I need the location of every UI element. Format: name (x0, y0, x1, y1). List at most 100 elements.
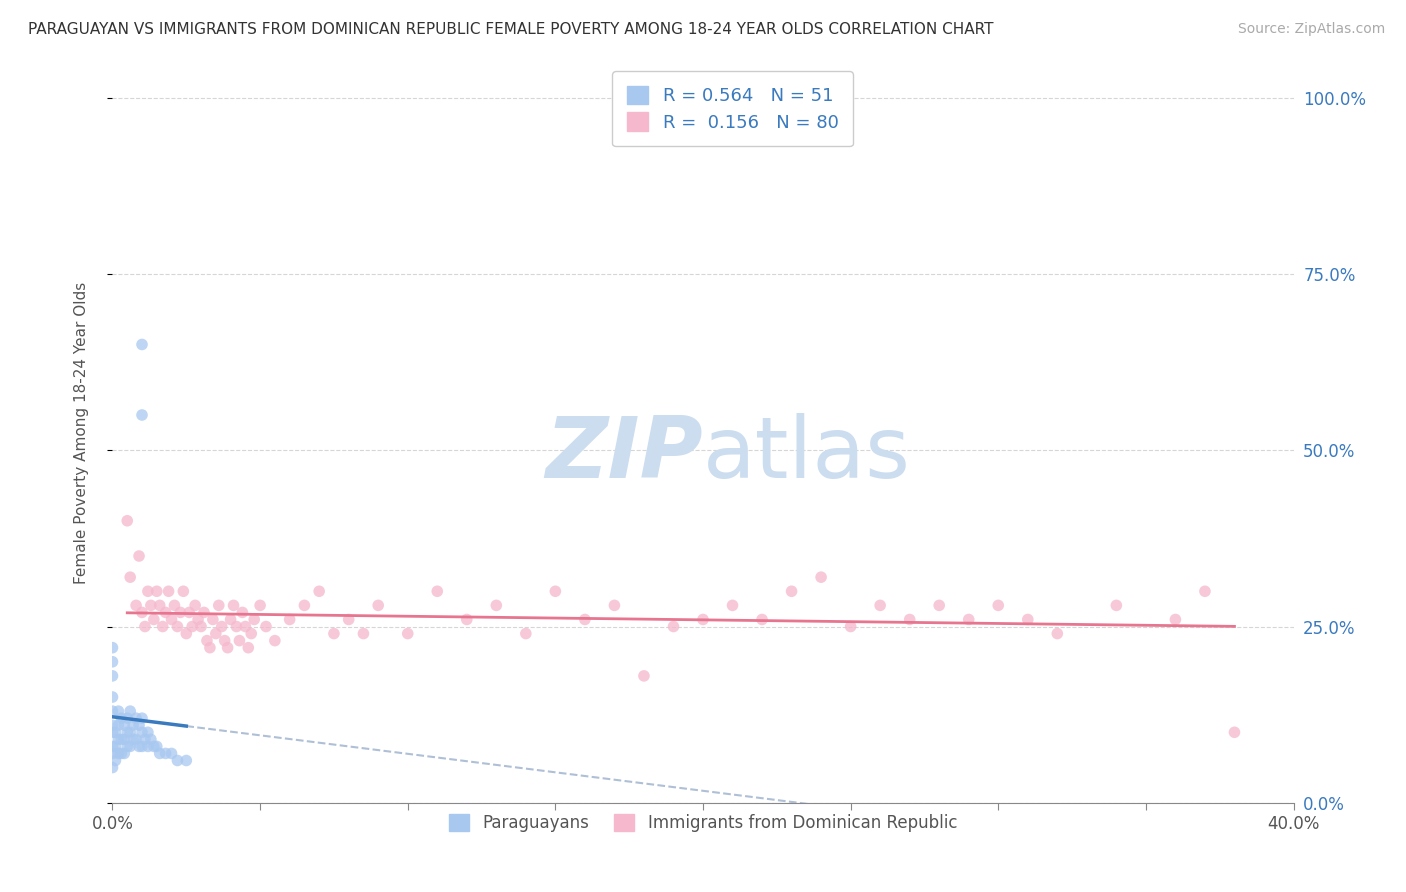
Point (225, 619, 247, 633)
Point (149, 599, 172, 613)
Point (426, 584, 449, 599)
Point (107, 747, 129, 761)
Point (131, 739, 153, 754)
Point (125, 732, 148, 747)
Point (122, 732, 145, 747)
Point (128, 739, 150, 754)
Point (136, 739, 159, 754)
Legend: Paraguayans, Immigrants from Dominican Republic: Paraguayans, Immigrants from Dominican R… (443, 807, 963, 838)
Point (184, 599, 207, 613)
Point (157, 584, 180, 599)
Point (131, 711, 153, 725)
Point (323, 626, 346, 640)
Point (205, 626, 228, 640)
Point (181, 619, 204, 633)
Point (101, 669, 124, 683)
Point (101, 640, 124, 655)
Point (219, 612, 242, 626)
Point (201, 612, 224, 626)
Point (195, 633, 218, 648)
Point (139, 599, 162, 613)
Point (101, 690, 124, 704)
Point (337, 612, 360, 626)
Point (146, 584, 169, 599)
Point (101, 739, 124, 754)
Point (122, 718, 145, 732)
Point (839, 619, 862, 633)
Point (110, 732, 132, 747)
Point (222, 599, 245, 613)
Point (187, 612, 209, 626)
Point (214, 633, 236, 648)
Point (174, 626, 197, 640)
Point (120, 725, 142, 739)
Point (751, 612, 773, 626)
Point (131, 725, 153, 739)
Point (117, 711, 138, 725)
Point (134, 732, 156, 747)
Point (107, 732, 129, 747)
Point (107, 718, 129, 732)
Point (1223, 725, 1246, 739)
Point (134, 619, 156, 633)
Point (136, 725, 159, 739)
Point (987, 599, 1010, 613)
Point (149, 747, 172, 761)
Point (928, 599, 950, 613)
Point (254, 619, 277, 633)
Point (152, 619, 174, 633)
Point (174, 754, 197, 768)
Point (308, 584, 330, 599)
Point (574, 612, 596, 626)
Text: PARAGUAYAN VS IMMIGRANTS FROM DOMINICAN REPUBLIC FEMALE POVERTY AMONG 18-24 YEAR: PARAGUAYAN VS IMMIGRANTS FROM DOMINICAN … (28, 22, 994, 37)
Point (1017, 612, 1039, 626)
Point (131, 408, 153, 422)
Point (139, 732, 162, 747)
Point (117, 725, 138, 739)
Point (633, 669, 655, 683)
Point (169, 606, 191, 620)
Point (101, 725, 124, 739)
Point (110, 747, 132, 761)
Point (120, 739, 142, 754)
Point (957, 612, 980, 626)
Point (352, 626, 374, 640)
Y-axis label: Female Poverty Among 18-24 Year Olds: Female Poverty Among 18-24 Year Olds (75, 282, 89, 583)
Point (117, 514, 138, 528)
Point (128, 549, 150, 563)
Point (136, 584, 159, 599)
Point (780, 584, 803, 599)
Text: ZIP: ZIP (546, 413, 703, 496)
Point (721, 599, 744, 613)
Point (104, 739, 127, 754)
Point (211, 619, 233, 633)
Point (228, 633, 250, 648)
Point (120, 570, 142, 584)
Point (603, 599, 626, 613)
Point (1105, 599, 1128, 613)
Point (233, 619, 256, 633)
Point (217, 640, 239, 655)
Point (193, 606, 215, 620)
Point (120, 704, 142, 718)
Point (146, 739, 169, 754)
Point (101, 718, 124, 732)
Point (172, 584, 194, 599)
Point (544, 584, 567, 599)
Point (131, 606, 153, 620)
Point (155, 747, 177, 761)
Point (101, 704, 124, 718)
Point (166, 754, 188, 768)
Point (249, 599, 271, 613)
Point (117, 739, 138, 754)
Point (101, 760, 124, 774)
Point (278, 612, 301, 626)
Point (104, 725, 127, 739)
Point (110, 711, 132, 725)
Point (112, 718, 135, 732)
Point (101, 747, 124, 761)
Point (155, 606, 177, 620)
Point (810, 570, 832, 584)
Point (208, 599, 231, 613)
Point (198, 640, 221, 655)
